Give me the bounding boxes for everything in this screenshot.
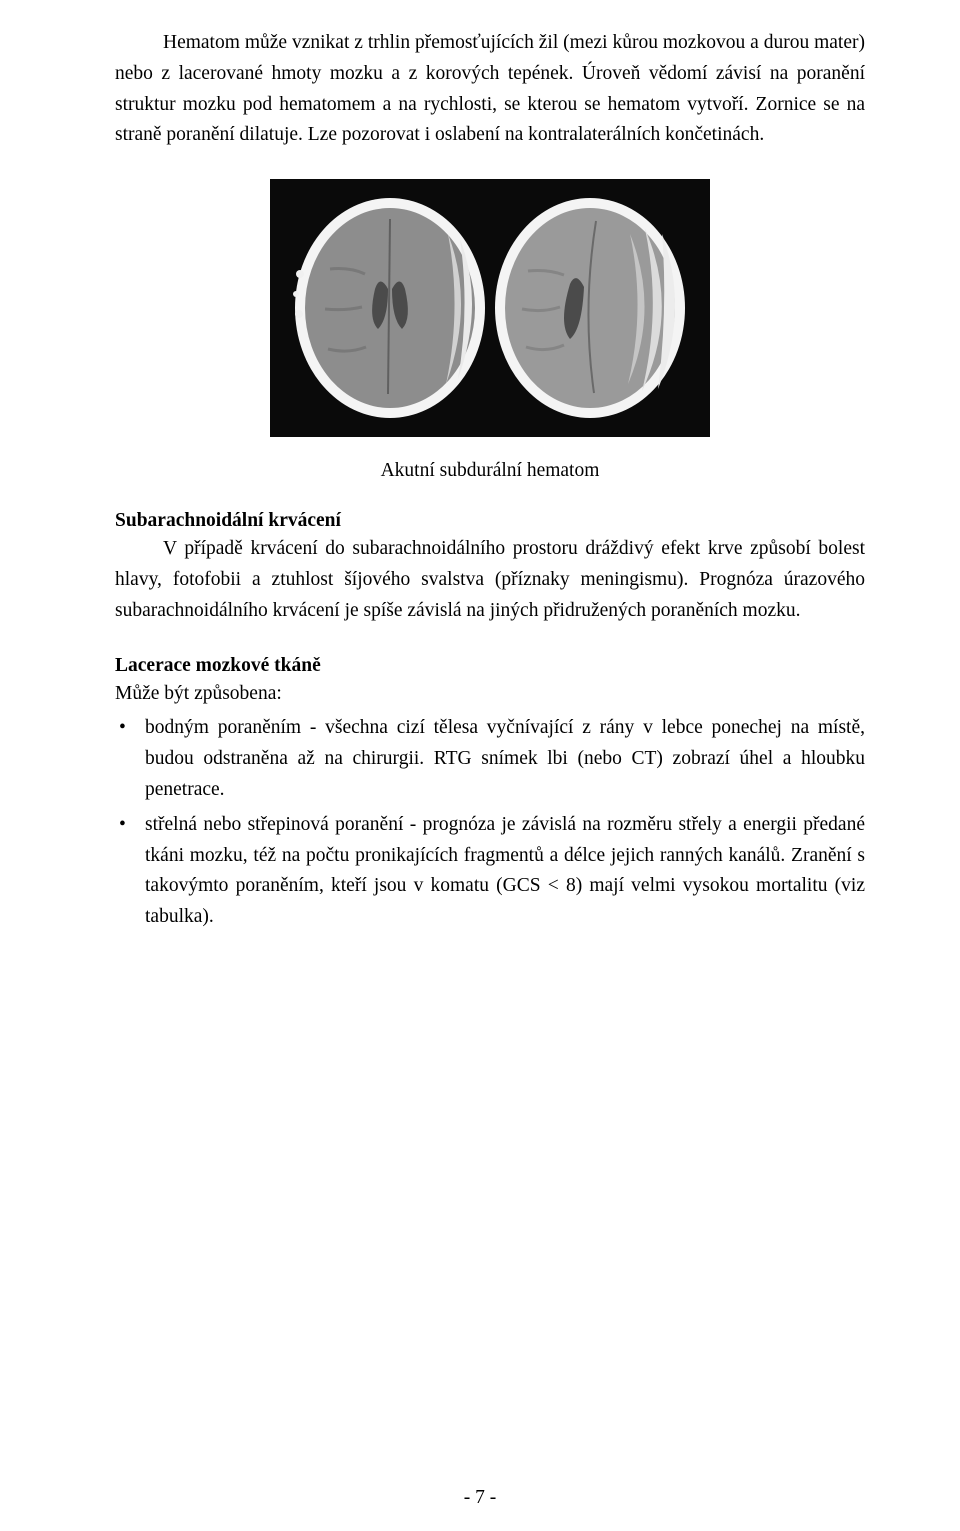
section-title-lacerace: Lacerace mozkové tkáně — [115, 655, 865, 677]
figure-caption: Akutní subdurální hematom — [115, 460, 865, 482]
spacer — [115, 635, 865, 655]
figure-ct-scan — [115, 179, 865, 442]
bullet-list: bodným poraněním - všechna cizí tělesa v… — [115, 713, 865, 933]
list-item: střelná nebo střepinová poranění - progn… — [115, 810, 865, 933]
section-title-subarachnoid: Subarachnoidální krvácení — [115, 510, 865, 532]
page: Hematom může vznikat z trhlin přemosťují… — [0, 0, 960, 1531]
paragraph-intro: Hematom může vznikat z trhlin přemosťují… — [115, 28, 865, 151]
page-number: - 7 - — [0, 1487, 960, 1509]
section-body-subarachnoid: V případě krvácení do subarachnoidálního… — [115, 534, 865, 626]
list-item: bodným poraněním - všechna cizí tělesa v… — [115, 713, 865, 805]
section-lead-lacerace: Může být způsobena: — [115, 679, 865, 710]
ct-scan-svg — [270, 179, 710, 437]
